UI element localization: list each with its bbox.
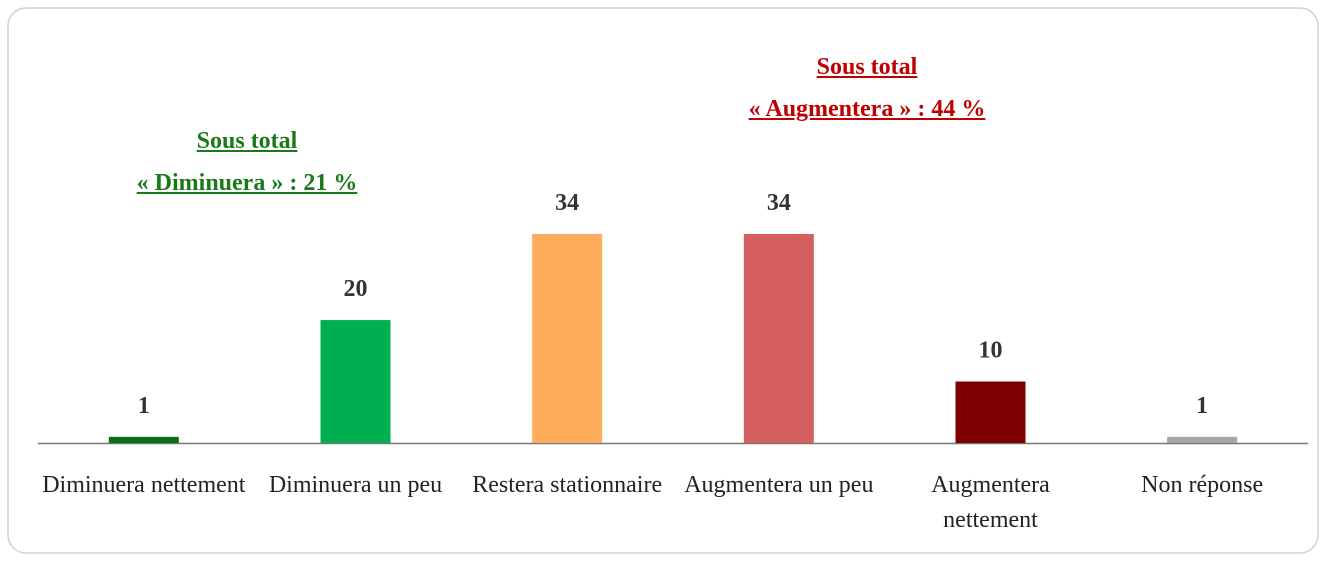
- annotation-line: « Diminuera » : 21 %: [136, 170, 358, 196]
- x-tick-label: Augmentera un peu: [684, 472, 874, 498]
- x-tick-label: Restera stationnaire: [472, 472, 663, 498]
- bar: [955, 381, 1026, 443]
- data-label: 1: [1196, 393, 1208, 419]
- data-label: 10: [979, 338, 1003, 364]
- x-tick-label: Augmentera nettement: [931, 472, 1050, 533]
- x-tick-label: Non réponse: [1141, 472, 1264, 498]
- bar: [320, 320, 391, 443]
- subtotal-annotation: Sous total « Augmentera » : 44 %: [749, 46, 986, 130]
- data-label: 20: [344, 276, 368, 302]
- bar: [108, 436, 179, 443]
- bar: [532, 234, 603, 443]
- bar: [1167, 436, 1238, 443]
- bar: [743, 234, 814, 443]
- subtotal-annotation: Sous total « Diminuera » : 21 %: [137, 120, 358, 204]
- x-tick-label: Diminuera un peu: [268, 472, 443, 498]
- annotation-line: Sous total: [196, 128, 298, 154]
- data-label: 1: [138, 393, 150, 419]
- x-tick-label: Diminuera nettement: [42, 472, 246, 498]
- annotation-line: « Augmentera » : 44 %: [748, 96, 986, 122]
- data-label: 34: [767, 190, 791, 216]
- annotation-line: Sous total: [816, 54, 918, 80]
- data-label: 34: [555, 190, 579, 216]
